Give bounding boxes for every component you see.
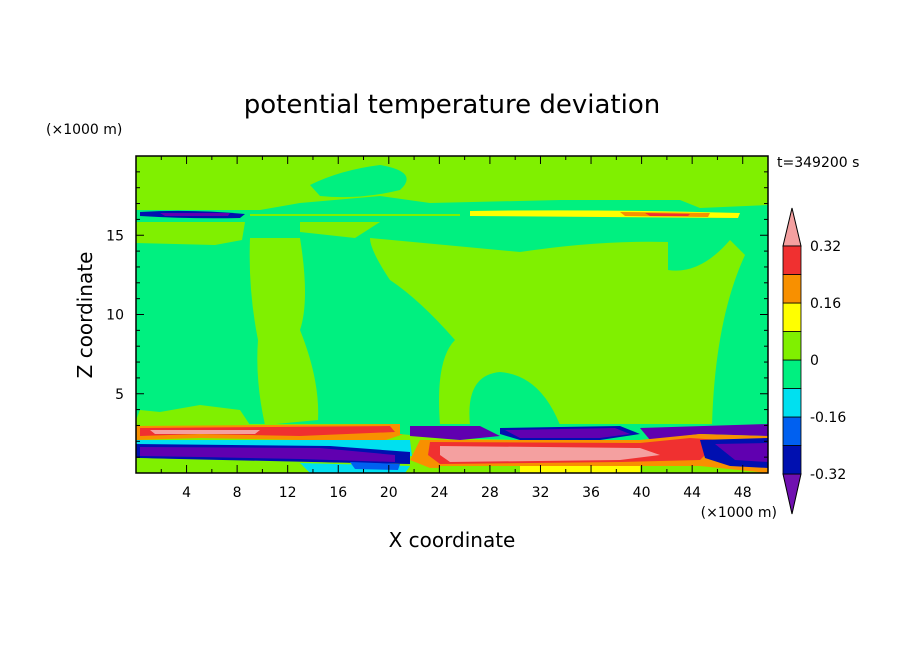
colorbar-label: 0.16 — [810, 296, 841, 312]
colorbar-swatch — [782, 302, 802, 332]
x-axis-label: X coordinate — [389, 528, 516, 552]
colorbar-swatch — [782, 245, 802, 275]
field-plume-gap — [352, 285, 440, 425]
y-unit-label: (×1000 m) — [46, 122, 122, 138]
field-bl-purple-b — [505, 428, 630, 438]
field-patch-left — [136, 222, 245, 245]
y-tick-label: 15 — [106, 228, 124, 244]
x-tick-label: 28 — [481, 485, 499, 501]
field-upper-patch — [310, 165, 407, 198]
contour-field — [136, 156, 768, 473]
colorbar-label: -0.32 — [810, 467, 846, 483]
field-bl-purple-a — [410, 426, 500, 440]
x-tick-label: 48 — [734, 485, 752, 501]
colorbar-swatch — [782, 445, 802, 475]
x-tick-label: 32 — [532, 485, 550, 501]
field-tropo-red — [645, 213, 690, 216]
colorbar-label: -0.16 — [810, 410, 846, 426]
x-tick-label: 24 — [430, 485, 448, 501]
colorbar-swatch — [782, 416, 802, 446]
x-unit-label: (×1000 m) — [701, 505, 777, 521]
x-axis-ticks: 4 8 12 16 20 24 28 32 36 40 44 48 — [160, 156, 752, 501]
field-bl-pink-left — [150, 430, 260, 434]
y-axis-label: Z coordinate — [73, 252, 97, 379]
field-plume-2 — [370, 238, 745, 425]
colorbar-bottom-triangle — [782, 473, 802, 515]
field-bl-purple-right — [715, 443, 768, 462]
x-tick-label: 16 — [329, 485, 347, 501]
x-tick-label: 20 — [380, 485, 398, 501]
x-tick-label: 4 — [182, 485, 191, 501]
x-tick-label: 8 — [233, 485, 242, 501]
field-tropo-purple — [160, 213, 230, 216]
time-label: t=349200 s — [777, 155, 859, 171]
field-bl-yellow-bottom — [520, 466, 640, 473]
field-bl-blue-bottom — [350, 462, 400, 470]
colorbar-label: 0.32 — [810, 239, 841, 255]
y-tick-label: 5 — [115, 387, 124, 403]
field-bl-purple-c — [640, 424, 768, 440]
x-tick-label: 44 — [683, 485, 701, 501]
colorbar-swatch — [782, 388, 802, 418]
field-tropo-lightgreen — [250, 214, 460, 216]
colorbar-swatch — [782, 274, 802, 304]
y-axis-ticks: 5 10 15 — [106, 171, 768, 458]
x-tick-label: 12 — [279, 485, 297, 501]
colorbar-top-triangle — [782, 207, 802, 247]
colorbar-label: 0 — [810, 353, 819, 369]
chart-title: potential temperature deviation — [244, 90, 660, 120]
field-bl-pink-right — [440, 446, 660, 462]
field-low-patch — [136, 405, 250, 425]
x-tick-label: 40 — [633, 485, 651, 501]
x-tick-label: 36 — [582, 485, 600, 501]
colorbar-swatch — [782, 331, 802, 361]
y-tick-label: 10 — [106, 308, 124, 324]
field-bl-purple-left — [140, 447, 395, 462]
field-upper-band — [136, 156, 768, 210]
field-plume-1 — [249, 238, 319, 425]
field-patch-mid — [300, 222, 380, 238]
colorbar-swatch — [782, 359, 802, 389]
colorbar: 0.32 0.16 0 -0.16 -0.32 — [782, 207, 846, 515]
